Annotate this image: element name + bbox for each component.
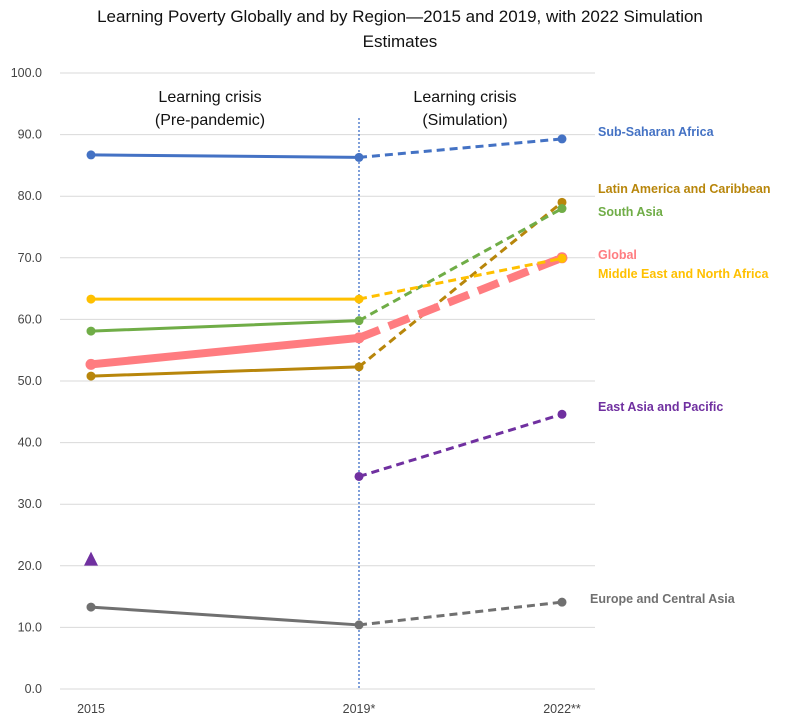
triangle-marker	[84, 551, 98, 566]
series-label-latin-america-and-caribbean: Latin America and Caribbean	[598, 182, 771, 196]
series-middle-east-and-north-africa	[86, 253, 567, 304]
data-point	[354, 152, 364, 162]
series-line-solid	[89, 605, 361, 627]
y-tick-label: 80.0	[18, 189, 42, 203]
data-point	[86, 602, 96, 612]
y-tick-label: 100.0	[11, 66, 42, 80]
series-label-middle-east-and-north-africa: Middle East and North Africa	[598, 267, 769, 281]
series-line-solid	[89, 153, 361, 159]
data-point	[354, 294, 364, 304]
series-global	[85, 252, 568, 370]
data-point	[557, 409, 567, 419]
x-tick-label: 2019*	[343, 702, 376, 716]
series-latin-america-and-caribbean	[86, 197, 567, 381]
data-point	[557, 197, 567, 207]
y-tick-label: 70.0	[18, 251, 42, 265]
x-axis-ticks: 2015 2019* 2022**	[77, 702, 581, 716]
data-point	[354, 362, 364, 372]
annotation-pre-pandemic: Learning crisis	[158, 89, 261, 106]
data-point	[557, 253, 567, 263]
data-point	[86, 150, 96, 160]
data-point	[85, 358, 97, 370]
y-tick-label: 0.0	[25, 682, 42, 696]
series-label-europe-and-central-asia: Europe and Central Asia	[590, 592, 736, 606]
data-point	[86, 326, 96, 336]
series-line-dashed	[357, 254, 564, 342]
series-line-solid	[87, 333, 363, 369]
annotation-simulation: (Simulation)	[422, 112, 507, 129]
data-point	[86, 294, 96, 304]
y-tick-label: 60.0	[18, 312, 42, 326]
data-point	[557, 134, 567, 144]
series-line-dashed	[358, 412, 563, 478]
data-point	[354, 471, 364, 481]
y-tick-label: 90.0	[18, 128, 42, 142]
series-line-solid	[89, 319, 361, 333]
annotations: Learning crisis (Pre-pandemic) Learning cr…	[155, 89, 517, 129]
data-point	[353, 332, 365, 344]
gridlines	[60, 72, 595, 690]
series-label-south-asia: South Asia	[598, 205, 664, 219]
annotation-pre-pandemic: (Pre-pandemic)	[155, 112, 265, 129]
series-labels: Sub-Saharan Africa Latin America and Cari…	[590, 125, 771, 606]
y-tick-label: 20.0	[18, 559, 42, 573]
series-south-asia	[86, 204, 567, 336]
series-lines	[84, 134, 568, 630]
x-tick-label: 2022**	[543, 702, 581, 716]
series-east-asia-and-pacific	[84, 409, 567, 566]
data-point	[354, 620, 364, 630]
series-line-dashed	[358, 137, 563, 159]
data-point	[354, 316, 364, 326]
series-sub-saharan-africa	[86, 134, 567, 162]
y-tick-label: 50.0	[18, 374, 42, 388]
data-point	[557, 204, 567, 214]
y-axis-ticks: 0.0 10.0 20.0 30.0 40.0 50.0 60.0 70.0 80.0 90.0 1…	[11, 66, 42, 696]
series-line-solid	[89, 365, 361, 378]
y-tick-label: 10.0	[18, 620, 42, 634]
series-line-dashed	[358, 256, 563, 301]
y-tick-label: 40.0	[18, 436, 42, 450]
series-line-dashed	[358, 600, 563, 627]
data-point	[86, 371, 96, 381]
series-label-global: Global	[598, 248, 637, 262]
series-label-sub-saharan-africa: Sub-Saharan Africa	[598, 125, 715, 139]
x-tick-label: 2015	[77, 702, 105, 716]
y-tick-label: 30.0	[18, 497, 42, 511]
chart-title: Learning Poverty Globally and by Region—…	[97, 7, 703, 51]
series-label-east-asia-and-pacific: East Asia and Pacific	[598, 400, 723, 414]
annotation-simulation: Learning crisis	[413, 89, 516, 106]
data-point	[557, 597, 567, 607]
series-line-dashed	[358, 201, 563, 368]
series-europe-and-central-asia	[86, 597, 567, 630]
